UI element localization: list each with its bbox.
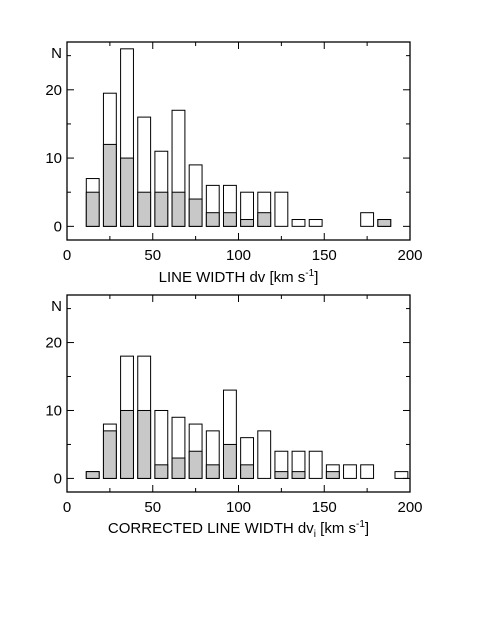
- bar-shaded: [102, 143, 117, 227]
- bar-shaded: [377, 219, 392, 227]
- bar-total: [308, 450, 323, 479]
- bar-shaded: [171, 191, 186, 227]
- bar-shaded: [120, 157, 134, 227]
- x-tick-label: 200: [397, 247, 422, 264]
- bar-shaded: [120, 409, 134, 479]
- x-axis-label: LINE WIDTH dv [km s-1]: [159, 268, 319, 286]
- x-tick-label: 150: [312, 247, 337, 264]
- x-label-mid: [km s: [316, 520, 356, 537]
- x-axis-label: CORRECTED LINE WIDTH dvi [km s-1]: [108, 519, 369, 540]
- histogram-panel-1: 0 50 100 150 200 0 10 20 N LINE WIDTH dv [km s-1]: [45, 41, 423, 286]
- x-tick-label: 0: [63, 247, 71, 264]
- bar-total: [308, 219, 323, 227]
- bar-shaded: [154, 464, 169, 479]
- bar-shaded: [188, 198, 203, 227]
- histogram-panel-2: 0 50 100 150 200 0 10 20 N CORRECTED LINE WIDTH d…: [45, 294, 423, 540]
- y-axis-label: N: [51, 45, 62, 62]
- y-tick-label: 0: [54, 470, 62, 487]
- x-label-superscript: -1: [305, 268, 314, 279]
- bar-shaded: [171, 457, 186, 479]
- x-tick-label: 100: [226, 247, 251, 264]
- x-label-main: LINE WIDTH dv [km s: [159, 269, 306, 286]
- bar-total: [343, 464, 357, 479]
- x-tick-label: 50: [144, 247, 161, 264]
- bar-shaded: [222, 443, 237, 479]
- x-label-end: ]: [365, 520, 369, 537]
- bar-shaded: [137, 191, 152, 227]
- y-tick-label: 10: [45, 150, 62, 167]
- y-tick-label: 20: [45, 335, 62, 352]
- bar-shaded: [240, 219, 255, 227]
- bar-total: [360, 212, 375, 227]
- bar-shaded: [257, 212, 272, 227]
- x-label-subscript: i: [314, 529, 316, 540]
- x-tick-label: 50: [144, 499, 161, 516]
- bar-shaded: [188, 450, 203, 479]
- y-tick-label: 20: [45, 82, 62, 99]
- bar-shaded: [325, 471, 340, 479]
- bar-shaded: [205, 464, 220, 479]
- x-tick-label: 200: [397, 499, 422, 516]
- bar-shaded: [85, 191, 100, 227]
- x-tick-label: 100: [226, 499, 251, 516]
- bar-shaded: [102, 430, 117, 479]
- plot-frame: [66, 294, 411, 493]
- y-tick-label: 0: [54, 218, 62, 235]
- bar-shaded: [137, 409, 152, 479]
- bar-total: [257, 430, 272, 479]
- bar-shaded: [205, 212, 220, 227]
- y-axis-label: N: [51, 298, 62, 315]
- bar-shaded: [85, 471, 100, 479]
- bar-shaded: [274, 471, 289, 479]
- x-label-main: CORRECTED LINE WIDTH dv: [108, 520, 314, 537]
- y-tick-label: 10: [45, 402, 62, 419]
- bar-total: [360, 464, 375, 479]
- x-tick-label: 150: [312, 499, 337, 516]
- bar-total: [291, 219, 306, 227]
- bar-total: [274, 191, 289, 227]
- plot-frame: [66, 41, 411, 241]
- bar-total: [394, 471, 409, 479]
- bar-shaded: [222, 212, 237, 227]
- x-label-end: ]: [314, 269, 318, 286]
- bar-shaded: [240, 464, 255, 479]
- bar-shaded: [291, 471, 306, 479]
- bar-shaded: [154, 191, 169, 227]
- x-tick-label: 0: [63, 499, 71, 516]
- x-label-superscript: -1: [356, 519, 365, 530]
